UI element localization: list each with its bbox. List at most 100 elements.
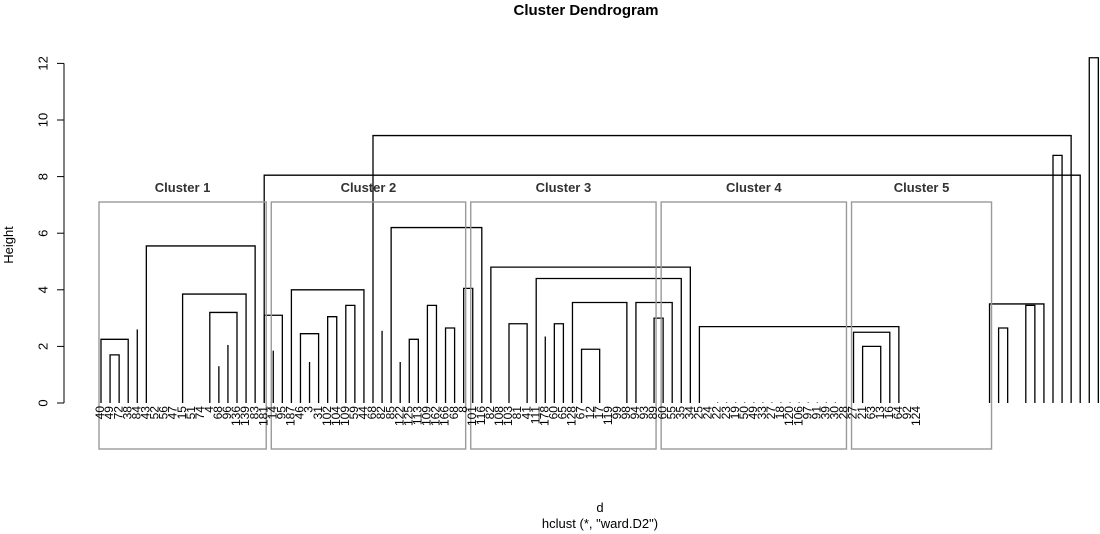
leaf-label: 49 — [102, 406, 116, 420]
leaf-label: 136 — [229, 406, 243, 426]
leaf-label: 51 — [184, 406, 198, 420]
leaf-label: 139 — [238, 406, 252, 426]
dendrogram-link — [109, 354, 120, 403]
leaf-label: 17 — [592, 406, 606, 420]
leaf-label: 119 — [601, 406, 615, 425]
dendrogram-link — [1088, 57, 1099, 403]
leaf-label: 95 — [275, 406, 289, 420]
y-tick-label: 8 — [35, 173, 50, 180]
leaf-label: 38 — [120, 406, 134, 420]
leaf-label: 91 — [809, 406, 823, 420]
leaf-label: 13 — [873, 406, 887, 420]
leaf-label: 22 — [710, 406, 724, 420]
leaf-label: 93 — [637, 406, 651, 420]
cluster-box — [850, 201, 993, 450]
leaf-label: 181 — [256, 406, 270, 426]
leaf-label: 111 — [528, 406, 542, 425]
dendrogram-link — [263, 174, 1081, 403]
leaf-label: 120 — [782, 406, 796, 426]
leaf-label: 35 — [673, 406, 687, 420]
leaf-label: 125 — [401, 406, 415, 426]
leaf-label: 27 — [764, 406, 778, 420]
leaf-label: 50 — [737, 406, 751, 420]
chart-title: Cluster Dendrogram — [513, 2, 658, 19]
leaf-label: 98 — [619, 406, 633, 420]
cluster-label: Cluster 5 — [894, 180, 950, 195]
leaf-label: 97 — [800, 406, 814, 420]
leaf-label: 102 — [320, 406, 334, 426]
leaf-label: 104 — [329, 406, 343, 426]
dendrogram-link — [571, 301, 628, 403]
dendrogram-link — [635, 301, 673, 403]
leaf-label: 56 — [157, 406, 171, 420]
y-tick-label: 0 — [35, 399, 50, 406]
leaf-label: 99 — [610, 406, 624, 420]
leaf-label: 28 — [837, 406, 851, 420]
dendrogram-link — [490, 266, 691, 403]
leaf-label: 4 — [202, 406, 216, 413]
leaf-label: 27 — [846, 406, 860, 420]
cluster-box — [470, 201, 657, 450]
dendrogram-link — [145, 245, 256, 403]
leaf-label: 8 — [456, 406, 470, 413]
leaf-label: 63 — [864, 406, 878, 420]
leaf-label: 94 — [628, 406, 642, 420]
leaf-label: 40 — [93, 406, 107, 420]
leaf-label: 49 — [746, 406, 760, 420]
leaf-label: 60 — [655, 406, 669, 420]
leaf-label: 67 — [574, 406, 588, 420]
leaf-label: 82 — [374, 406, 388, 420]
leaf-label: 47 — [166, 406, 180, 420]
y-tick-label: 2 — [35, 343, 50, 350]
dendrogram-link — [653, 317, 664, 403]
dendrogram-link — [390, 226, 483, 403]
leaf-label: 59 — [347, 406, 361, 420]
dendrogram-link — [209, 311, 238, 403]
dendrogram-link — [988, 303, 1045, 403]
dendrogram-link — [290, 289, 365, 403]
leaf-label: 34 — [683, 406, 697, 420]
leaf-label: 52 — [148, 406, 162, 420]
x-axis-subtitle: hclust (*, "ward.D2") — [542, 516, 658, 531]
cluster-label: Cluster 4 — [726, 180, 782, 195]
leaf-label: 12 — [583, 406, 597, 420]
leaf-label: 68 — [447, 406, 461, 420]
y-tick-label: 6 — [35, 230, 50, 237]
leaf-label: 96 — [220, 406, 234, 420]
leaf-label: 68 — [365, 406, 379, 420]
leaf-label: 81 — [510, 406, 524, 420]
leaf-label: 55 — [664, 406, 678, 420]
cluster-box — [270, 201, 467, 450]
leaf-label: 25 — [692, 406, 706, 420]
leaf-label: 60 — [547, 406, 561, 420]
leaf-label: 162 — [429, 406, 443, 426]
leaf-label: 178 — [537, 406, 551, 426]
dendrogram-link — [580, 348, 601, 403]
cluster-box — [98, 201, 267, 450]
leaf-label: 74 — [193, 406, 207, 420]
leaf-label: 187 — [284, 406, 298, 426]
leaf-label: 21 — [855, 406, 869, 420]
leaf-label: 92 — [900, 406, 914, 420]
cluster-boxes: Cluster 1 Cluster 2 Cluster 3 Cluster 4 Clus… — [98, 180, 993, 450]
leaf-label: 101 — [465, 406, 479, 426]
dendrogram-link — [463, 287, 474, 403]
dendrogram-link — [553, 323, 565, 403]
dendrogram-link — [698, 325, 900, 403]
leaf-label: 166 — [438, 406, 452, 426]
leaf-label: 24 — [701, 406, 715, 420]
leaf-label: 43 — [139, 406, 153, 420]
leaf-label: 18 — [773, 406, 787, 420]
dendrogram-link — [508, 323, 528, 403]
dendrogram-link — [408, 338, 419, 403]
leaf-labels: 4049723884435256471551744689613613983181… — [93, 406, 923, 426]
leaf-label: 84 — [129, 406, 143, 420]
leaf-label: 65 — [556, 406, 570, 420]
leaf-label: 109 — [420, 406, 434, 426]
cluster-box — [660, 201, 848, 450]
leaf-label: 41 — [519, 406, 533, 420]
dendrogram-link — [861, 345, 882, 403]
y-tick-label: 12 — [35, 56, 50, 70]
leaf-label: 109 — [338, 406, 352, 426]
